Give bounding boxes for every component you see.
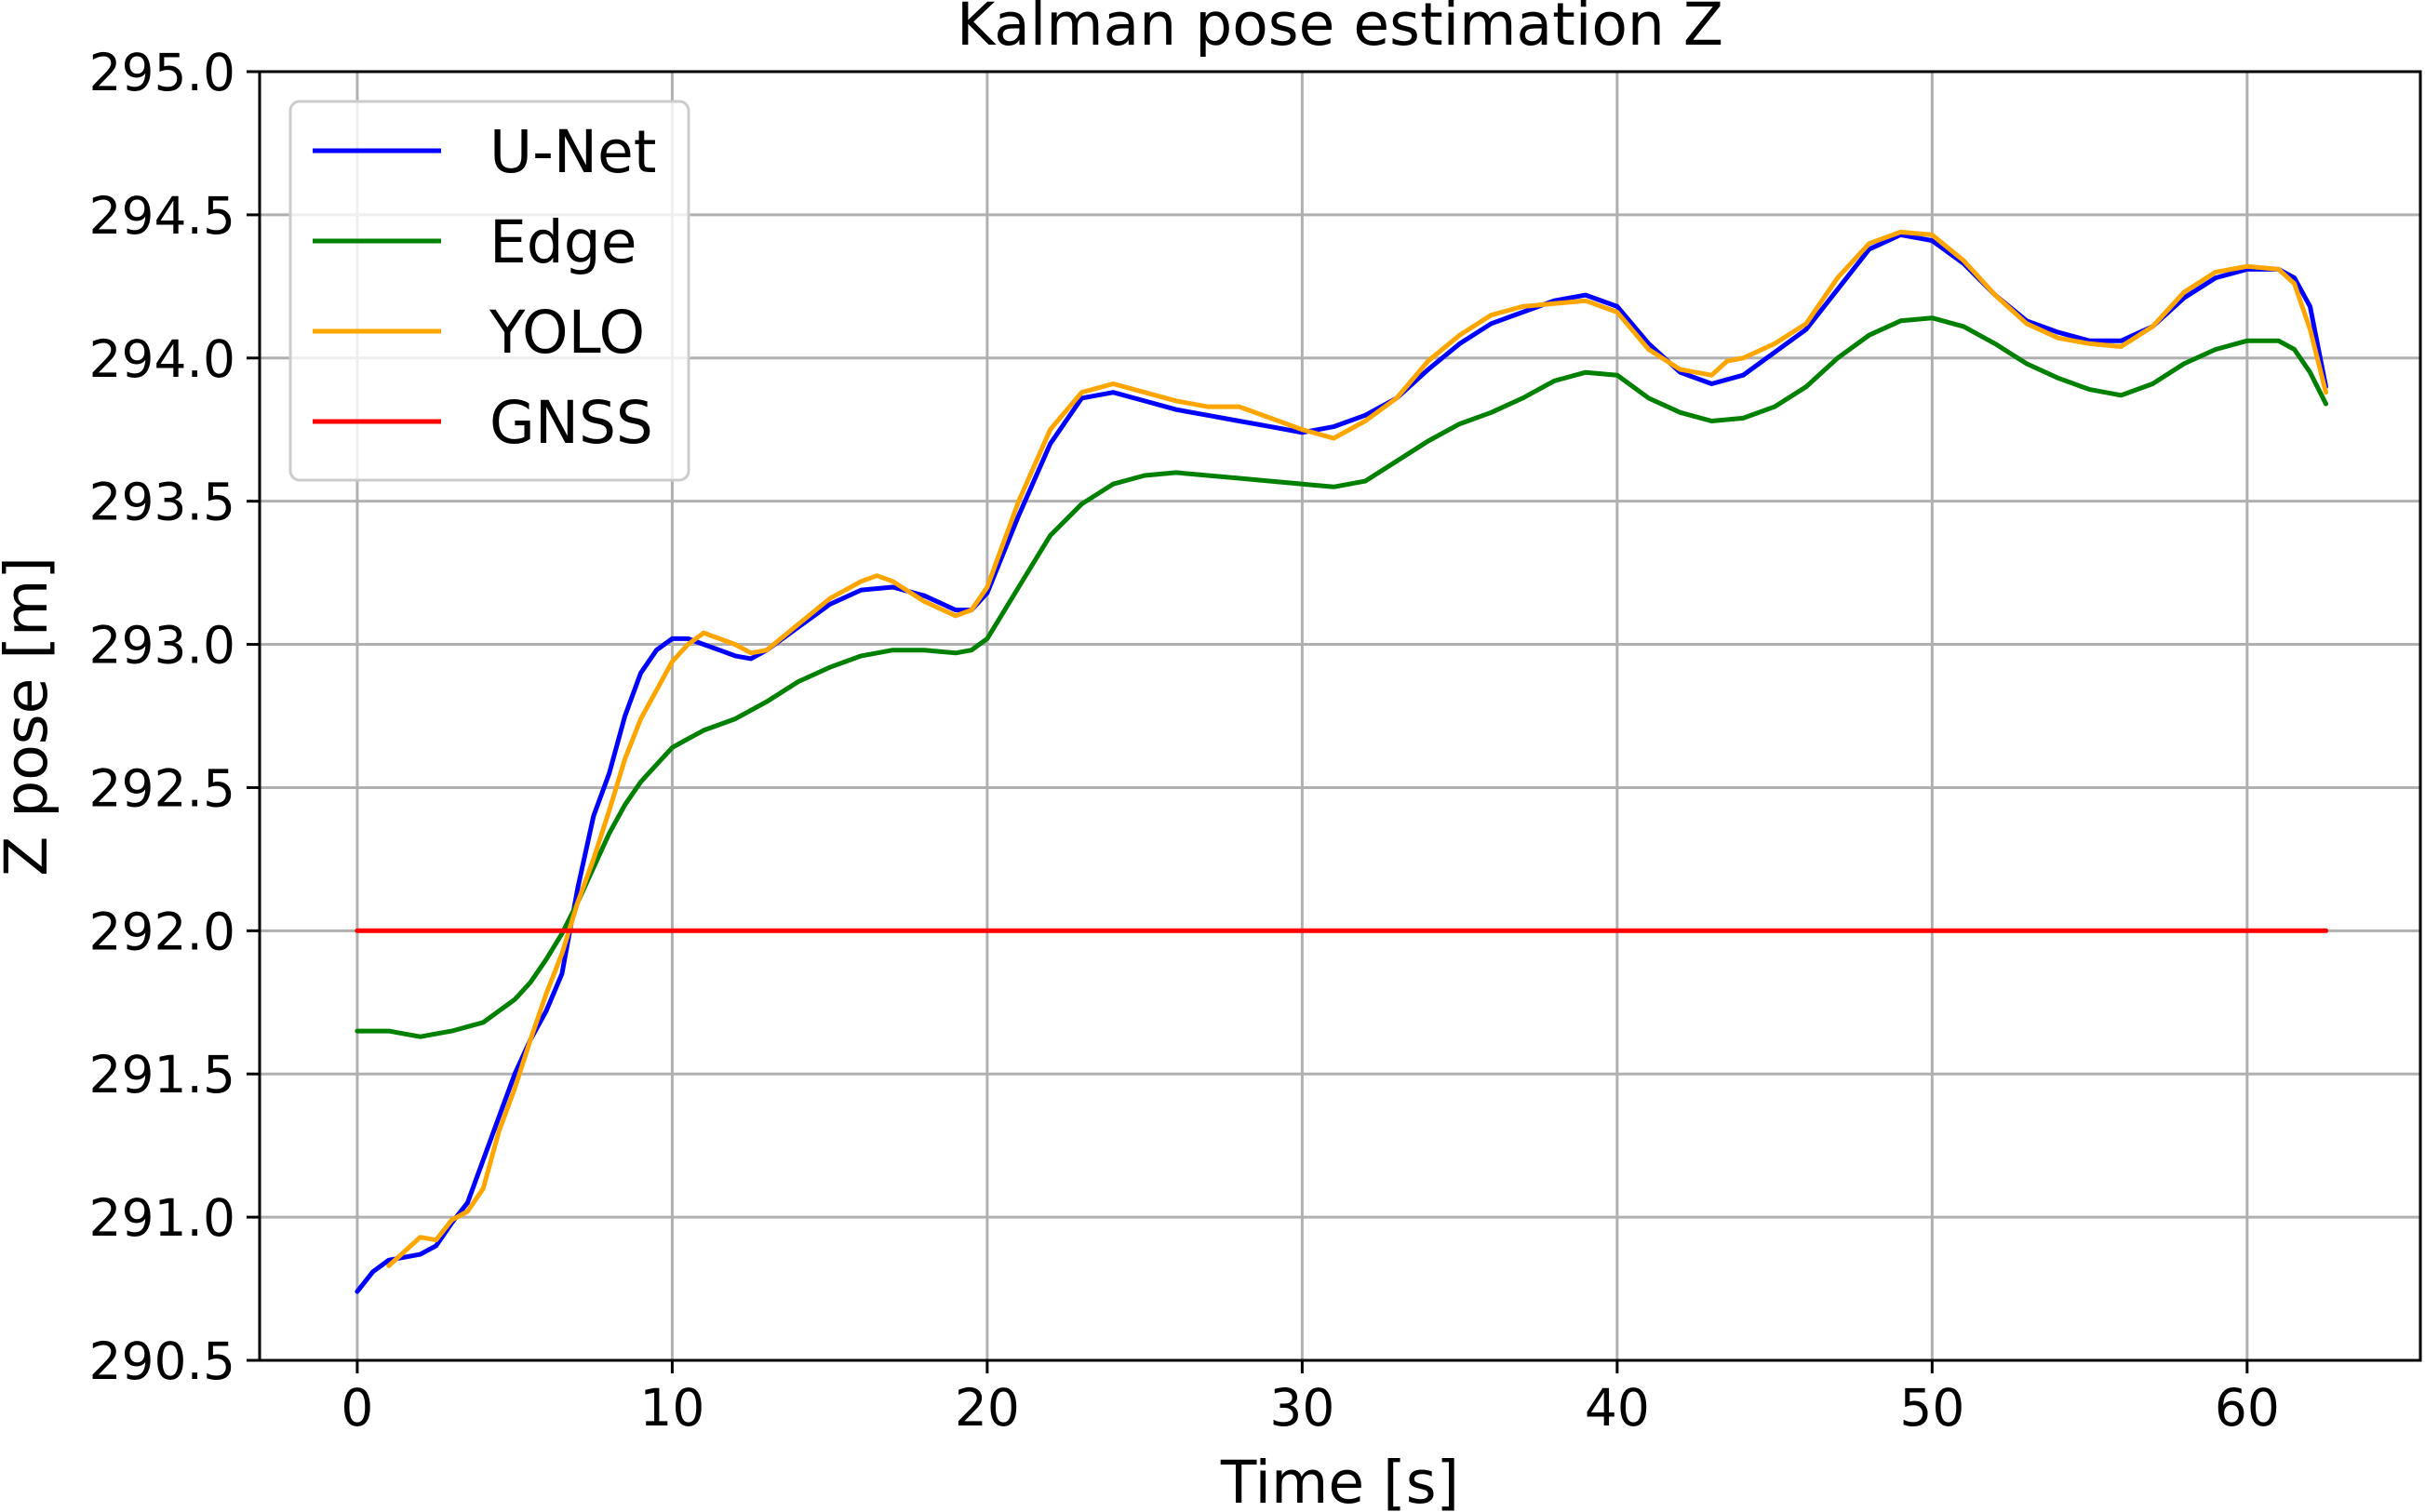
x-axis-label: Time [s] (1220, 1449, 1459, 1512)
x-tick-label: 10 (639, 1378, 704, 1438)
plot-frame (258, 70, 2422, 1362)
legend-label: YOLO (489, 299, 645, 367)
legend-item-yolo: YOLO (313, 299, 645, 367)
x-tick-label: 0 (341, 1378, 373, 1438)
y-tick-label: 295.0 (89, 43, 235, 102)
x-tick-label: 20 (955, 1378, 1020, 1438)
chart-title: Kalman pose estimation Z (957, 0, 1723, 59)
legend-frame (288, 100, 690, 482)
y-axis-ticks: 290.5 291.0 291.5 292.0 292.5 293.0 293.5 294.0… (89, 43, 260, 1391)
series-line-yolo (386, 229, 2328, 1268)
y-axis-label: Z pose [m] (0, 556, 60, 876)
y-tick-label: 294.5 (89, 186, 235, 246)
x-tick-label: 50 (1899, 1378, 1964, 1438)
x-tick-label: 30 (1269, 1378, 1334, 1438)
y-tick-label: 290.5 (89, 1331, 235, 1391)
x-axis-ticks: 0 10 20 30 40 50 60 (341, 1360, 2280, 1438)
y-tick-label: 293.5 (89, 473, 235, 532)
y-tick-label: 291.0 (89, 1188, 235, 1248)
series-layer (355, 229, 2328, 1294)
legend: U-Net Edge YOLO GNSS (288, 100, 690, 482)
legend-label: GNSS (489, 389, 653, 457)
y-tick-label: 292.5 (89, 758, 235, 818)
x-tick-label: 60 (2215, 1378, 2280, 1438)
legend-label: Edge (489, 208, 637, 276)
y-tick-label: 291.5 (89, 1045, 235, 1104)
series-line-edge (355, 315, 2328, 1039)
y-tick-label: 292.0 (89, 902, 235, 961)
legend-item-edge: Edge (313, 208, 637, 276)
legend-label: U-Net (489, 118, 656, 186)
legend-item-gnss: GNSS (313, 389, 653, 457)
y-tick-label: 293.0 (89, 616, 235, 676)
x-tick-label: 40 (1585, 1378, 1650, 1438)
y-tick-label: 294.0 (89, 329, 235, 389)
legend-item-u-net: U-Net (313, 118, 656, 186)
